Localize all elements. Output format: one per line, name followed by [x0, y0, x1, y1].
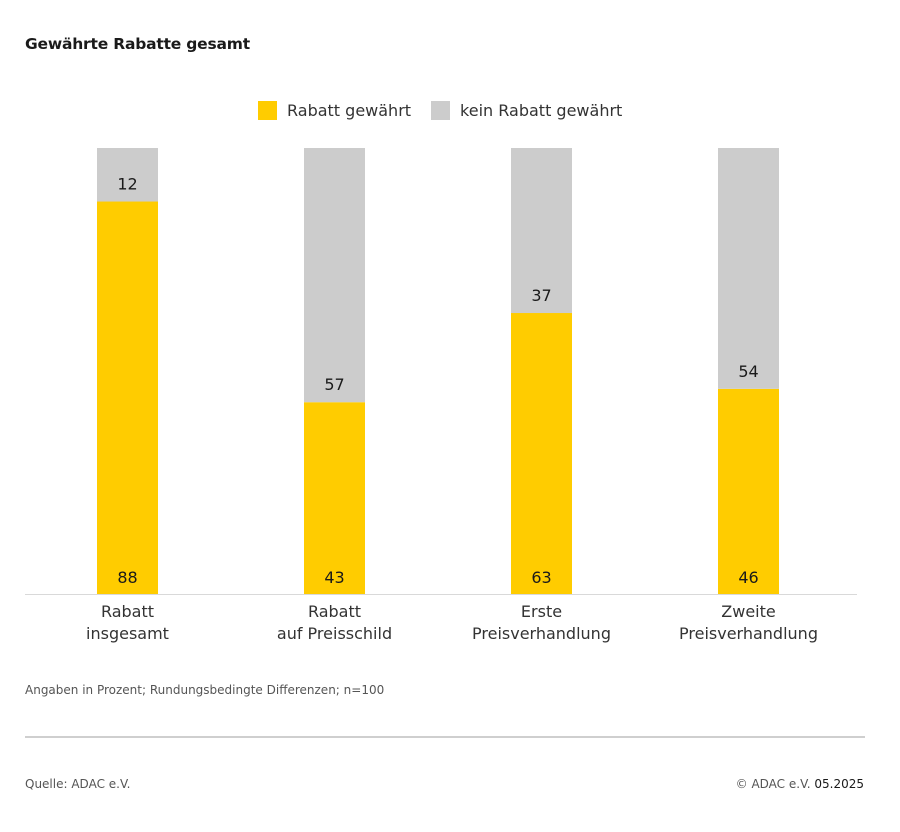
- copyright: © ADAC e.V. 05.2025: [736, 777, 864, 791]
- data-label-not-granted-0: 12: [117, 175, 137, 194]
- category-label-3-line1: Zweite: [721, 602, 775, 621]
- bar-not-granted-0: [97, 148, 158, 202]
- stacked-bar-chart: 88 12 Rabatt insgesamt 43 57 Rabatt auf Preissc…: [25, 148, 857, 643]
- bar-granted-3: [718, 388, 779, 594]
- bar-not-granted-2: [511, 148, 572, 314]
- category-label-2-line2: Preisverhandlung: [472, 624, 611, 643]
- category-label-1-line1: Rabatt: [308, 602, 361, 621]
- copyright-prefix: © ADAC e.V.: [735, 777, 811, 791]
- bar-not-granted-1: [304, 148, 365, 403]
- source-text: Quelle: ADAC e.V.: [25, 777, 131, 791]
- data-label-not-granted-2: 37: [531, 286, 551, 305]
- data-label-granted-3: 46: [738, 568, 758, 587]
- category-label-0-line2: insgesamt: [86, 624, 169, 643]
- data-label-not-granted-3: 54: [738, 362, 758, 381]
- bar-granted-2: [511, 313, 572, 594]
- legend-item-granted: Rabatt gewährt: [258, 100, 412, 120]
- legend-item-not-granted: kein Rabatt gewährt: [431, 100, 623, 120]
- legend-label-not-granted: kein Rabatt gewährt: [460, 100, 623, 120]
- category-label-0-line1: Rabatt: [101, 602, 154, 621]
- legend-swatch-yellow: [258, 100, 277, 120]
- legend-swatch-gray: [431, 100, 451, 120]
- data-label-granted-0: 88: [117, 568, 137, 587]
- bar-not-granted-3: [718, 148, 779, 389]
- category-label-1-line2: auf Preisschild: [277, 624, 392, 643]
- data-label-granted-1: 43: [324, 568, 344, 587]
- legend: Rabatt gewährt kein Rabatt gewährt: [258, 99, 642, 121]
- legend-label-granted: Rabatt gewährt: [287, 100, 412, 120]
- category-label-3-line2: Preisverhandlung: [679, 624, 818, 643]
- bar-granted-1: [304, 402, 365, 594]
- chart-title: Gewährte Rabatte gesamt: [25, 35, 250, 53]
- category-label-2-line1: Erste: [521, 602, 562, 621]
- data-label-granted-2: 63: [531, 568, 551, 587]
- copyright-date: 05.2025: [814, 777, 864, 791]
- bar-granted-0: [97, 201, 158, 594]
- footnote: Angaben in Prozent; Rundungsbedingte Dif…: [25, 683, 385, 697]
- footer-divider: [25, 736, 865, 738]
- data-label-not-granted-1: 57: [324, 375, 344, 394]
